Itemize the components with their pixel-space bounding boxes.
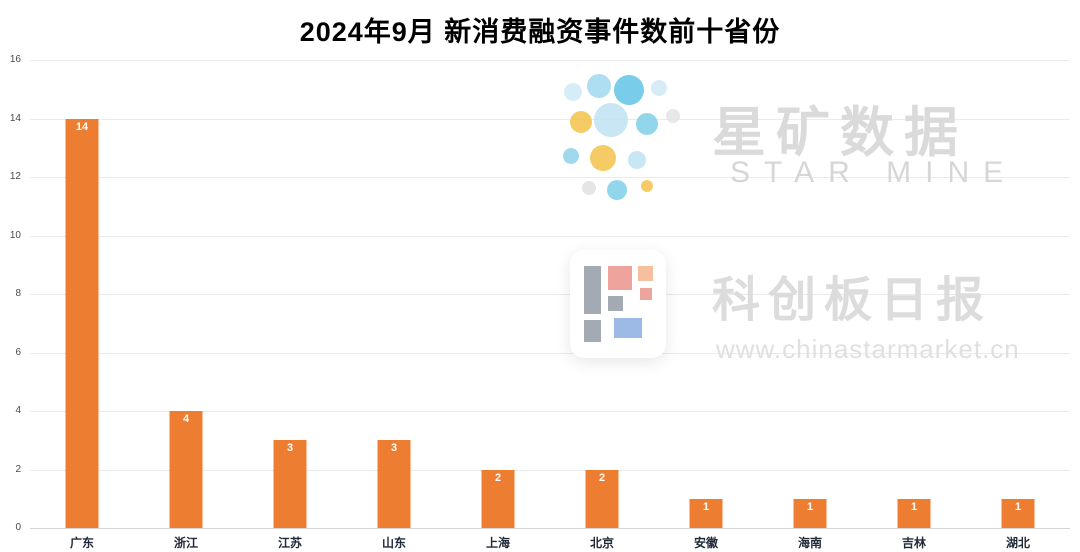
bar-value-label: 3 — [390, 442, 398, 455]
logo-block — [640, 288, 652, 300]
gridline — [30, 118, 1070, 120]
y-tick-label: 16 — [9, 54, 21, 65]
y-tick-label: 4 — [15, 405, 21, 416]
logo-dot — [614, 75, 644, 105]
star-daily-watermark-cn: 科创板日报 — [712, 274, 993, 327]
bar-value-label: 1 — [702, 500, 710, 513]
chart-title: 2024年9月 新消费融资事件数前十省份 — [299, 17, 781, 47]
logo-dot — [563, 148, 579, 164]
bar-slot: 14 广东 — [30, 60, 134, 550]
y-tick-label: 8 — [15, 288, 21, 299]
y-axis: 0 2 4 6 8 10 12 14 16 — [0, 54, 26, 533]
logo-dot — [628, 151, 646, 169]
bar: 3 — [273, 440, 307, 528]
logo-block — [638, 266, 653, 281]
bar-value-label: 14 — [75, 120, 89, 133]
bar: 4 — [169, 411, 203, 528]
x-axis-label: 吉林 — [901, 536, 926, 550]
plot-area: 14 广东 4 浙江 3 江苏 3 山东 2 上海 2 北京 1 安徽 1 海南 1 吉林 1 湖北 — [30, 60, 1070, 550]
x-axis-label: 广东 — [69, 536, 94, 550]
bar-value-label: 1 — [806, 500, 814, 513]
logo-dot — [666, 109, 680, 123]
logo-dot — [651, 80, 667, 96]
logo-block — [608, 266, 632, 290]
bar-slot: 1 湖北 — [966, 60, 1070, 550]
y-tick-label: 0 — [15, 522, 21, 533]
gridline — [30, 469, 1070, 471]
bar: 2 — [585, 469, 619, 528]
gridline — [30, 177, 1070, 178]
bar: 14 — [65, 118, 99, 528]
bar: 1 — [1001, 498, 1035, 528]
gridline — [30, 352, 1070, 354]
logo-dot — [587, 74, 611, 98]
x-axis-label: 浙江 — [173, 536, 198, 550]
star-mine-watermark-cn: 星矿数据 — [712, 103, 968, 163]
x-axis-label: 海南 — [797, 536, 822, 550]
y-tick-label: 10 — [9, 229, 21, 241]
logo-dot — [582, 181, 596, 195]
bar-slot: 1 海南 — [758, 60, 862, 550]
bar: 1 — [689, 498, 723, 528]
star-mine-watermark-en: STAR MINE — [730, 156, 1018, 189]
bar-slot: 3 江苏 — [238, 60, 342, 550]
star-mine-logo — [555, 74, 690, 203]
y-tick-label: 2 — [15, 463, 21, 475]
gridline — [30, 411, 1070, 412]
gridline — [30, 528, 1070, 529]
bar-slot: 1 吉林 — [862, 60, 966, 550]
bar-value-label: 2 — [494, 471, 502, 484]
bar-slot: 4 浙江 — [134, 60, 238, 550]
bar: 1 — [897, 498, 931, 528]
bar-value-label: 4 — [182, 413, 190, 425]
bar: 3 — [377, 440, 411, 528]
y-tick-label: 14 — [9, 112, 21, 124]
star-daily-watermark-url: www.chinastarmarket.cn — [716, 334, 1020, 364]
y-tick-label: 6 — [15, 346, 21, 358]
x-axis-label: 上海 — [485, 536, 510, 550]
logo-dot — [570, 111, 592, 133]
bar-value-label: 1 — [910, 500, 918, 513]
gridline — [30, 294, 1070, 295]
logo-dot — [641, 180, 653, 192]
logo-block — [608, 296, 623, 311]
bar: 2 — [481, 469, 515, 528]
gridline — [30, 235, 1070, 237]
logo-dot — [594, 103, 628, 137]
x-axis-label: 湖北 — [1005, 536, 1030, 550]
x-axis-label: 安徽 — [693, 536, 718, 550]
x-axis-label: 北京 — [589, 536, 614, 550]
gridline — [30, 60, 1070, 61]
bar: 1 — [793, 498, 827, 528]
bar-value-label: 3 — [286, 442, 294, 455]
logo-dot — [607, 180, 627, 200]
logo-dot — [564, 83, 582, 101]
x-axis-label: 江苏 — [277, 536, 302, 550]
logo-block — [584, 266, 601, 314]
bar-slot: 2 上海 — [446, 60, 550, 550]
bar-slot: 3 山东 — [342, 60, 446, 550]
bar-slot: 2 北京 — [550, 60, 654, 550]
bar-slot: 1 安徽 — [654, 60, 758, 550]
x-axis-label: 山东 — [381, 536, 406, 550]
logo-block — [584, 320, 601, 342]
bar-value-label: 1 — [1014, 500, 1022, 513]
logo-block — [614, 318, 642, 338]
logo-dot — [590, 145, 616, 171]
star-daily-logo — [570, 250, 666, 358]
y-tick-label: 12 — [9, 171, 21, 182]
bar-value-label: 2 — [598, 471, 606, 484]
logo-dot — [636, 113, 658, 135]
